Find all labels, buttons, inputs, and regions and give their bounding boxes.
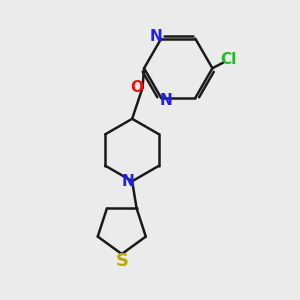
Text: Cl: Cl <box>220 52 237 67</box>
Text: N: N <box>160 93 173 108</box>
Text: N: N <box>121 174 134 189</box>
Text: N: N <box>149 29 162 44</box>
Text: S: S <box>115 252 128 270</box>
Text: O: O <box>130 80 143 95</box>
